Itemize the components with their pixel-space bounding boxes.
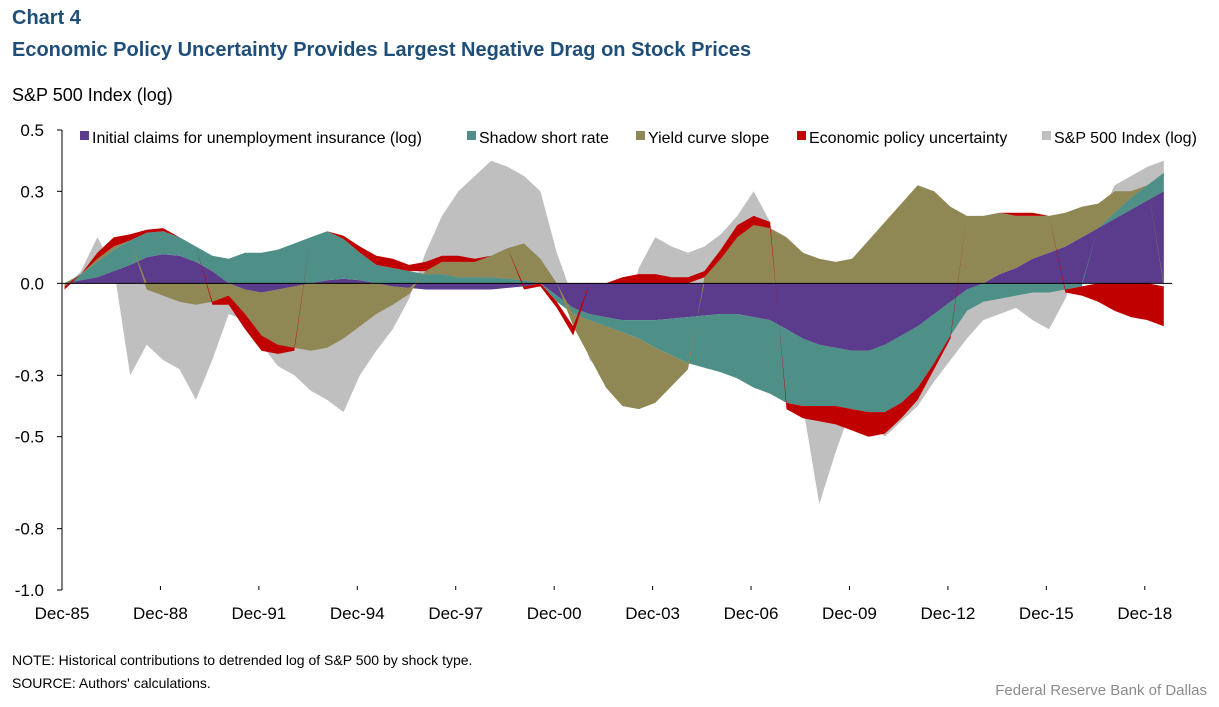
y-tick-label: 0.3 <box>20 182 44 201</box>
footnote: NOTE: Historical contributions to detren… <box>12 652 473 668</box>
x-tick-label: Dec-03 <box>625 604 680 623</box>
x-tick-label: Dec-97 <box>428 604 483 623</box>
legend-label-4: Economic policy uncertainty <box>809 130 1007 147</box>
series-area-1 <box>64 191 1164 351</box>
x-tick-label: Dec-09 <box>822 604 877 623</box>
y-tick-label: -0.5 <box>15 428 44 447</box>
legend-label-5: S&P 500 Index (log) <box>1054 130 1197 147</box>
x-tick-label: Dec-15 <box>1019 604 1074 623</box>
x-tick-label: Dec-91 <box>231 604 286 623</box>
x-tick-label: Dec-94 <box>330 604 385 623</box>
legend-swatch-2 <box>467 131 476 140</box>
series-area-3 <box>64 185 1164 410</box>
y-tick-label: -0.8 <box>15 520 44 539</box>
chart-title: Economic Policy Uncertainty Provides Lar… <box>12 39 752 61</box>
series-area-2 <box>64 172 1164 413</box>
y-tick-label: 0.0 <box>20 274 44 293</box>
y-tick-label: 0.5 <box>20 121 44 140</box>
legend-swatch-1 <box>80 131 89 140</box>
x-tick-label: Dec-85 <box>35 604 90 623</box>
source-note: SOURCE: Authors' calculations. <box>12 675 211 691</box>
legend-label-3: Yield curve slope <box>648 130 769 147</box>
legend-label-2: Shadow short rate <box>479 130 609 147</box>
legend-label-1: Initial claims for unemployment insuranc… <box>92 130 422 147</box>
x-tick-label: Dec-06 <box>724 604 779 623</box>
x-tick-label: Dec-00 <box>527 604 582 623</box>
legend: Initial claims for unemployment insuranc… <box>80 130 1197 147</box>
axes: 0.5 0.3 0.0 -0.3 -0.5 -0.8 -1.0 Dec-85 Dec-88 Dec… <box>15 121 1172 623</box>
legend-swatch-4 <box>797 131 806 140</box>
x-tick-label: Dec-12 <box>920 604 975 623</box>
legend-swatch-3 <box>636 131 645 140</box>
series-area-4 <box>64 212 1164 437</box>
y-tick-label: -0.3 <box>15 366 44 385</box>
chart-number: Chart 4 <box>12 7 81 29</box>
y-tick-label: -1.0 <box>15 581 44 600</box>
legend-swatch-5 <box>1042 131 1051 140</box>
stacked-areas <box>64 172 1164 437</box>
x-tick-label: Dec-88 <box>133 604 188 623</box>
y-axis-label: S&P 500 Index (log) <box>12 85 173 105</box>
x-tick-label: Dec-18 <box>1117 604 1172 623</box>
credit-label: Federal Reserve Bank of Dallas <box>995 682 1207 699</box>
